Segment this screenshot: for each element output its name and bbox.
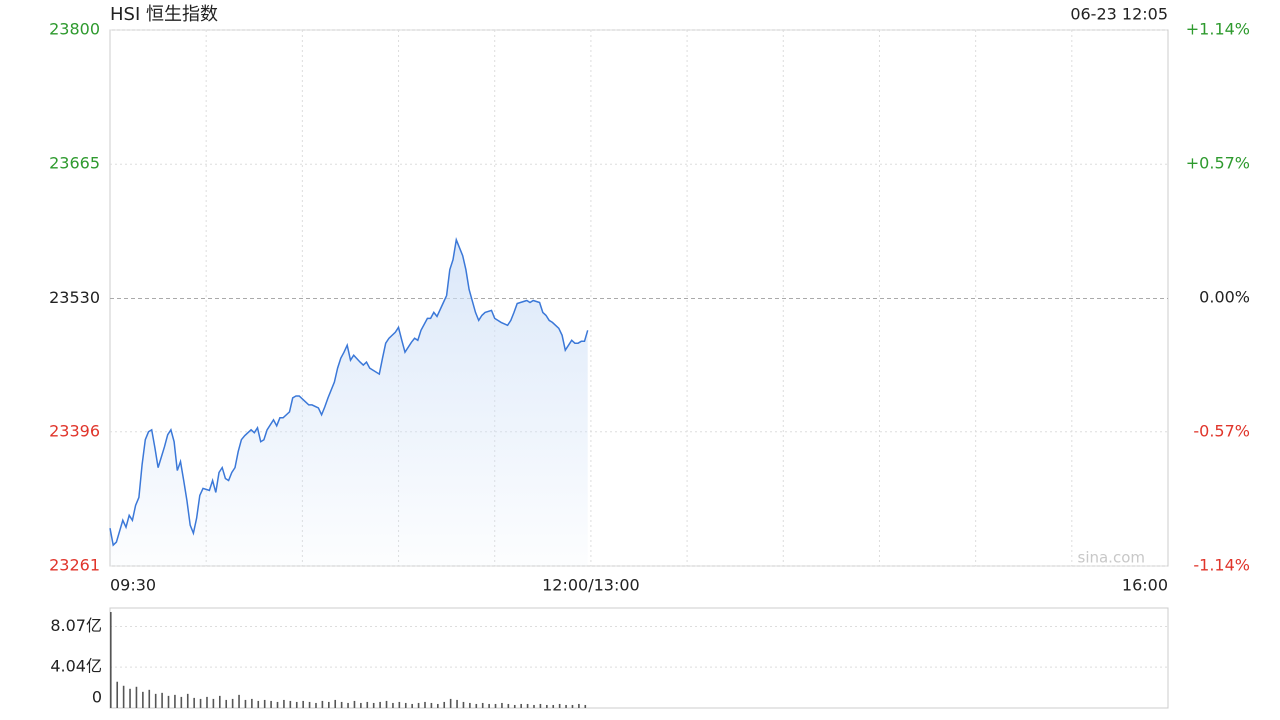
volume-bar	[501, 702, 503, 708]
volume-bar	[379, 701, 381, 708]
volume-bar	[212, 698, 215, 708]
volume-bar	[437, 703, 439, 708]
volume-bar	[161, 692, 163, 708]
volume-bar	[404, 702, 407, 708]
y-tick-label: 4.04亿	[50, 657, 102, 676]
x-tick-label: 16:00	[1122, 576, 1168, 595]
y-tick-label: 23530	[49, 288, 100, 307]
volume-bar	[347, 702, 349, 708]
x-tick-label: 09:30	[110, 576, 156, 595]
x-tick-label: 12:00/13:00	[542, 576, 640, 595]
watermark: sina.com	[1078, 549, 1146, 567]
volume-bar	[456, 699, 458, 708]
y2-tick-label: +1.14%	[1186, 20, 1250, 39]
y2-tick-label: 0.00%	[1199, 288, 1250, 307]
volume-bar	[578, 703, 580, 708]
price-line	[109, 237, 589, 547]
volume-bar	[122, 685, 125, 708]
volume-bar	[385, 700, 388, 708]
y2-tick-label: -1.14%	[1193, 556, 1250, 575]
volume-bar	[392, 702, 394, 708]
volume-bar	[295, 701, 298, 708]
y-tick-label: 23396	[49, 421, 100, 440]
volume-bar	[469, 702, 471, 708]
volume-bar	[507, 703, 510, 708]
volume-bar	[360, 702, 362, 708]
volume-bar	[372, 702, 375, 708]
volume-bar	[308, 701, 311, 708]
volume-bar	[494, 703, 497, 708]
y-tick-label: 23261	[49, 556, 100, 575]
volume-bar	[193, 697, 195, 708]
y-tick-label: 23800	[49, 20, 100, 39]
volume-bar	[257, 700, 260, 708]
volume-bar	[180, 696, 183, 708]
volume-bar	[270, 700, 272, 708]
volume-bar	[334, 699, 337, 708]
volume-bar	[142, 691, 144, 708]
volume-bar	[135, 686, 138, 708]
volume-bar	[481, 702, 484, 708]
volume-frame	[109, 607, 1169, 709]
volume-bar	[116, 681, 119, 708]
volume-bar	[110, 612, 112, 708]
price-area	[110, 239, 588, 567]
volume-bar	[462, 701, 465, 708]
volume-bar	[520, 703, 522, 708]
volume-bar	[443, 701, 446, 708]
volume-bar	[571, 704, 574, 708]
y2-tick-label: +0.57%	[1186, 154, 1250, 173]
volume-bar	[539, 703, 542, 708]
volume-bar	[449, 698, 452, 708]
volume-bar	[199, 698, 202, 708]
volume-bar	[340, 701, 343, 708]
volume-bar	[289, 700, 292, 708]
volume-bar	[533, 704, 535, 708]
y2-tick-label: -0.57%	[1193, 422, 1250, 441]
volume-bar	[417, 702, 420, 708]
volume-bar	[129, 688, 131, 708]
volume-bar	[238, 694, 240, 708]
volume-bar	[430, 702, 433, 708]
volume-bar	[328, 701, 330, 708]
volume-bar	[276, 701, 279, 708]
timestamp: 06-23 12:05	[1070, 5, 1168, 24]
volume-bar	[584, 704, 587, 708]
volume-bar	[231, 698, 234, 708]
volume-bar	[225, 699, 228, 708]
volume-bar	[424, 701, 426, 708]
chart-title: HSI 恒生指数	[110, 4, 218, 25]
volume-bar	[353, 700, 356, 708]
volume-bar	[411, 703, 413, 708]
volume-bar	[206, 696, 208, 708]
volume-bar	[174, 694, 176, 708]
y-tick-label: 0	[92, 688, 102, 707]
volume-bar	[546, 704, 548, 708]
volume-bar	[148, 689, 151, 708]
volume-bar	[219, 695, 221, 708]
volume-bar	[186, 693, 189, 708]
volume-bar	[552, 704, 555, 708]
volume-bar	[513, 704, 516, 708]
volume-bar	[321, 700, 324, 708]
y-tick-label: 8.07亿	[50, 616, 102, 635]
volume-bar	[315, 702, 317, 708]
volume-bar	[366, 701, 369, 708]
volume-bar	[251, 698, 253, 708]
volume-bar	[154, 693, 157, 708]
volume-bar	[558, 703, 561, 708]
volume-bar	[565, 704, 567, 708]
volume-bar	[167, 695, 170, 708]
volume-bar	[398, 701, 401, 708]
volume-bar	[244, 699, 247, 708]
y-tick-label: 23665	[49, 154, 100, 173]
volume-bar	[263, 699, 266, 708]
volume-bar	[526, 703, 529, 708]
volume-bar	[475, 703, 478, 708]
volume-bar	[283, 699, 285, 708]
volume-bar	[302, 700, 304, 708]
volume-bar	[488, 703, 490, 708]
